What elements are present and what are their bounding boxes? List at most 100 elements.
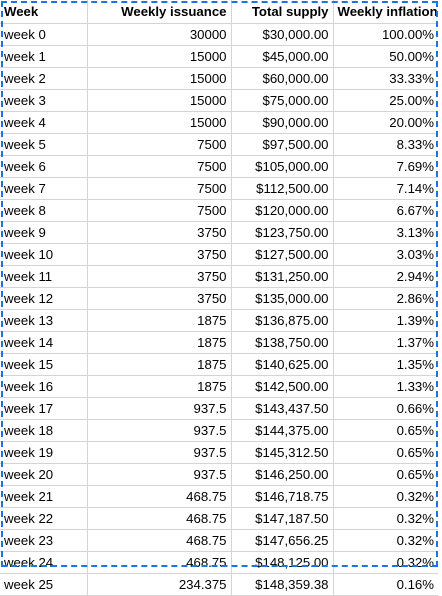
weekly-issuance-cell[interactable]: 1875 [87, 309, 232, 332]
weekly-issuance-cell[interactable]: 3750 [87, 221, 232, 244]
weekly-issuance-cell[interactable]: 468.75 [87, 529, 232, 552]
weekly-issuance-cell[interactable]: 937.5 [87, 441, 232, 464]
week-cell[interactable]: week 15 [0, 353, 88, 376]
weekly-inflation-cell[interactable]: 50.00% [333, 45, 438, 68]
week-cell[interactable]: week 22 [0, 507, 88, 530]
total-supply-cell[interactable]: $90,000.00 [231, 111, 334, 134]
week-cell[interactable]: week 9 [0, 221, 88, 244]
total-supply-cell[interactable]: $97,500.00 [231, 133, 334, 156]
total-supply-cell[interactable]: $135,000.00 [231, 287, 334, 310]
weekly-issuance-cell[interactable]: 7500 [87, 177, 232, 200]
weekly-issuance-cell[interactable]: 937.5 [87, 463, 232, 486]
total-supply-cell[interactable]: $136,875.00 [231, 309, 334, 332]
weekly-inflation-cell[interactable]: 0.65% [333, 419, 438, 442]
weekly-issuance-cell[interactable]: 15000 [87, 45, 232, 68]
total-supply-cell[interactable]: $148,125.00 [231, 551, 334, 574]
weekly-inflation-cell[interactable]: 0.65% [333, 463, 438, 486]
total-supply-cell[interactable]: $75,000.00 [231, 89, 334, 112]
weekly-inflation-cell[interactable]: 6.67% [333, 199, 438, 222]
week-cell[interactable]: week 5 [0, 133, 88, 156]
weekly-inflation-cell[interactable]: 33.33% [333, 67, 438, 90]
week-cell[interactable]: week 4 [0, 111, 88, 134]
total-supply-cell[interactable]: $45,000.00 [231, 45, 334, 68]
weekly-inflation-cell[interactable]: 2.94% [333, 265, 438, 288]
weekly-inflation-cell[interactable]: 8.33% [333, 133, 438, 156]
weekly-issuance-cell[interactable]: 937.5 [87, 397, 232, 420]
total-supply-cell[interactable]: $143,437.50 [231, 397, 334, 420]
total-supply-cell[interactable]: $144,375.00 [231, 419, 334, 442]
week-cell[interactable]: week 6 [0, 155, 88, 178]
total-supply-cell[interactable]: $147,656.25 [231, 529, 334, 552]
header-cell-total-supply[interactable]: Total supply [231, 0, 334, 24]
weekly-inflation-cell[interactable]: 1.35% [333, 353, 438, 376]
weekly-issuance-cell[interactable]: 3750 [87, 287, 232, 310]
total-supply-cell[interactable]: $138,750.00 [231, 331, 334, 354]
week-cell[interactable]: week 20 [0, 463, 88, 486]
total-supply-cell[interactable]: $123,750.00 [231, 221, 334, 244]
total-supply-cell[interactable]: $30,000.00 [231, 23, 334, 46]
weekly-issuance-cell[interactable]: 7500 [87, 133, 232, 156]
weekly-issuance-cell[interactable]: 234.375 [87, 573, 232, 596]
week-cell[interactable]: week 25 [0, 573, 88, 596]
week-cell[interactable]: week 0 [0, 23, 88, 46]
week-cell[interactable]: week 19 [0, 441, 88, 464]
weekly-inflation-cell[interactable]: 1.39% [333, 309, 438, 332]
weekly-issuance-cell[interactable]: 468.75 [87, 507, 232, 530]
weekly-issuance-cell[interactable]: 937.5 [87, 419, 232, 442]
weekly-inflation-cell[interactable]: 0.32% [333, 485, 438, 508]
total-supply-cell[interactable]: $145,312.50 [231, 441, 334, 464]
week-cell[interactable]: week 10 [0, 243, 88, 266]
total-supply-cell[interactable]: $127,500.00 [231, 243, 334, 266]
total-supply-cell[interactable]: $140,625.00 [231, 353, 334, 376]
weekly-inflation-cell[interactable]: 2.86% [333, 287, 438, 310]
weekly-inflation-cell[interactable]: 0.65% [333, 441, 438, 464]
week-cell[interactable]: week 8 [0, 199, 88, 222]
total-supply-cell[interactable]: $120,000.00 [231, 199, 334, 222]
total-supply-cell[interactable]: $131,250.00 [231, 265, 334, 288]
week-cell[interactable]: week 3 [0, 89, 88, 112]
week-cell[interactable]: week 17 [0, 397, 88, 420]
weekly-inflation-cell[interactable]: 0.16% [333, 573, 438, 596]
weekly-issuance-cell[interactable]: 15000 [87, 111, 232, 134]
weekly-inflation-cell[interactable]: 1.33% [333, 375, 438, 398]
weekly-inflation-cell[interactable]: 7.14% [333, 177, 438, 200]
weekly-issuance-cell[interactable]: 1875 [87, 353, 232, 376]
weekly-inflation-cell[interactable]: 3.03% [333, 243, 438, 266]
total-supply-cell[interactable]: $105,000.00 [231, 155, 334, 178]
week-cell[interactable]: week 12 [0, 287, 88, 310]
weekly-inflation-cell[interactable]: 0.32% [333, 529, 438, 552]
weekly-inflation-cell[interactable]: 0.66% [333, 397, 438, 420]
total-supply-cell[interactable]: $112,500.00 [231, 177, 334, 200]
total-supply-cell[interactable]: $146,718.75 [231, 485, 334, 508]
total-supply-cell[interactable]: $60,000.00 [231, 67, 334, 90]
weekly-inflation-cell[interactable]: 1.37% [333, 331, 438, 354]
total-supply-cell[interactable]: $142,500.00 [231, 375, 334, 398]
header-cell-week[interactable]: Week [0, 0, 88, 24]
weekly-issuance-cell[interactable]: 15000 [87, 67, 232, 90]
header-cell-weekly-inflation[interactable]: Weekly inflation [333, 0, 438, 24]
weekly-inflation-cell[interactable]: 20.00% [333, 111, 438, 134]
weekly-issuance-cell[interactable]: 7500 [87, 155, 232, 178]
week-cell[interactable]: week 13 [0, 309, 88, 332]
weekly-issuance-cell[interactable]: 7500 [87, 199, 232, 222]
week-cell[interactable]: week 18 [0, 419, 88, 442]
weekly-issuance-cell[interactable]: 15000 [87, 89, 232, 112]
weekly-issuance-cell[interactable]: 3750 [87, 243, 232, 266]
total-supply-cell[interactable]: $148,359.38 [231, 573, 334, 596]
weekly-inflation-cell[interactable]: 3.13% [333, 221, 438, 244]
weekly-inflation-cell[interactable]: 25.00% [333, 89, 438, 112]
weekly-issuance-cell[interactable]: 468.75 [87, 551, 232, 574]
week-cell[interactable]: week 23 [0, 529, 88, 552]
week-cell[interactable]: week 16 [0, 375, 88, 398]
week-cell[interactable]: week 7 [0, 177, 88, 200]
weekly-issuance-cell[interactable]: 468.75 [87, 485, 232, 508]
header-cell-weekly-issuance[interactable]: Weekly issuance [87, 0, 232, 24]
week-cell[interactable]: week 11 [0, 265, 88, 288]
weekly-issuance-cell[interactable]: 3750 [87, 265, 232, 288]
weekly-issuance-cell[interactable]: 1875 [87, 375, 232, 398]
week-cell[interactable]: week 2 [0, 67, 88, 90]
weekly-issuance-cell[interactable]: 1875 [87, 331, 232, 354]
weekly-inflation-cell[interactable]: 0.32% [333, 551, 438, 574]
week-cell[interactable]: week 1 [0, 45, 88, 68]
weekly-inflation-cell[interactable]: 7.69% [333, 155, 438, 178]
